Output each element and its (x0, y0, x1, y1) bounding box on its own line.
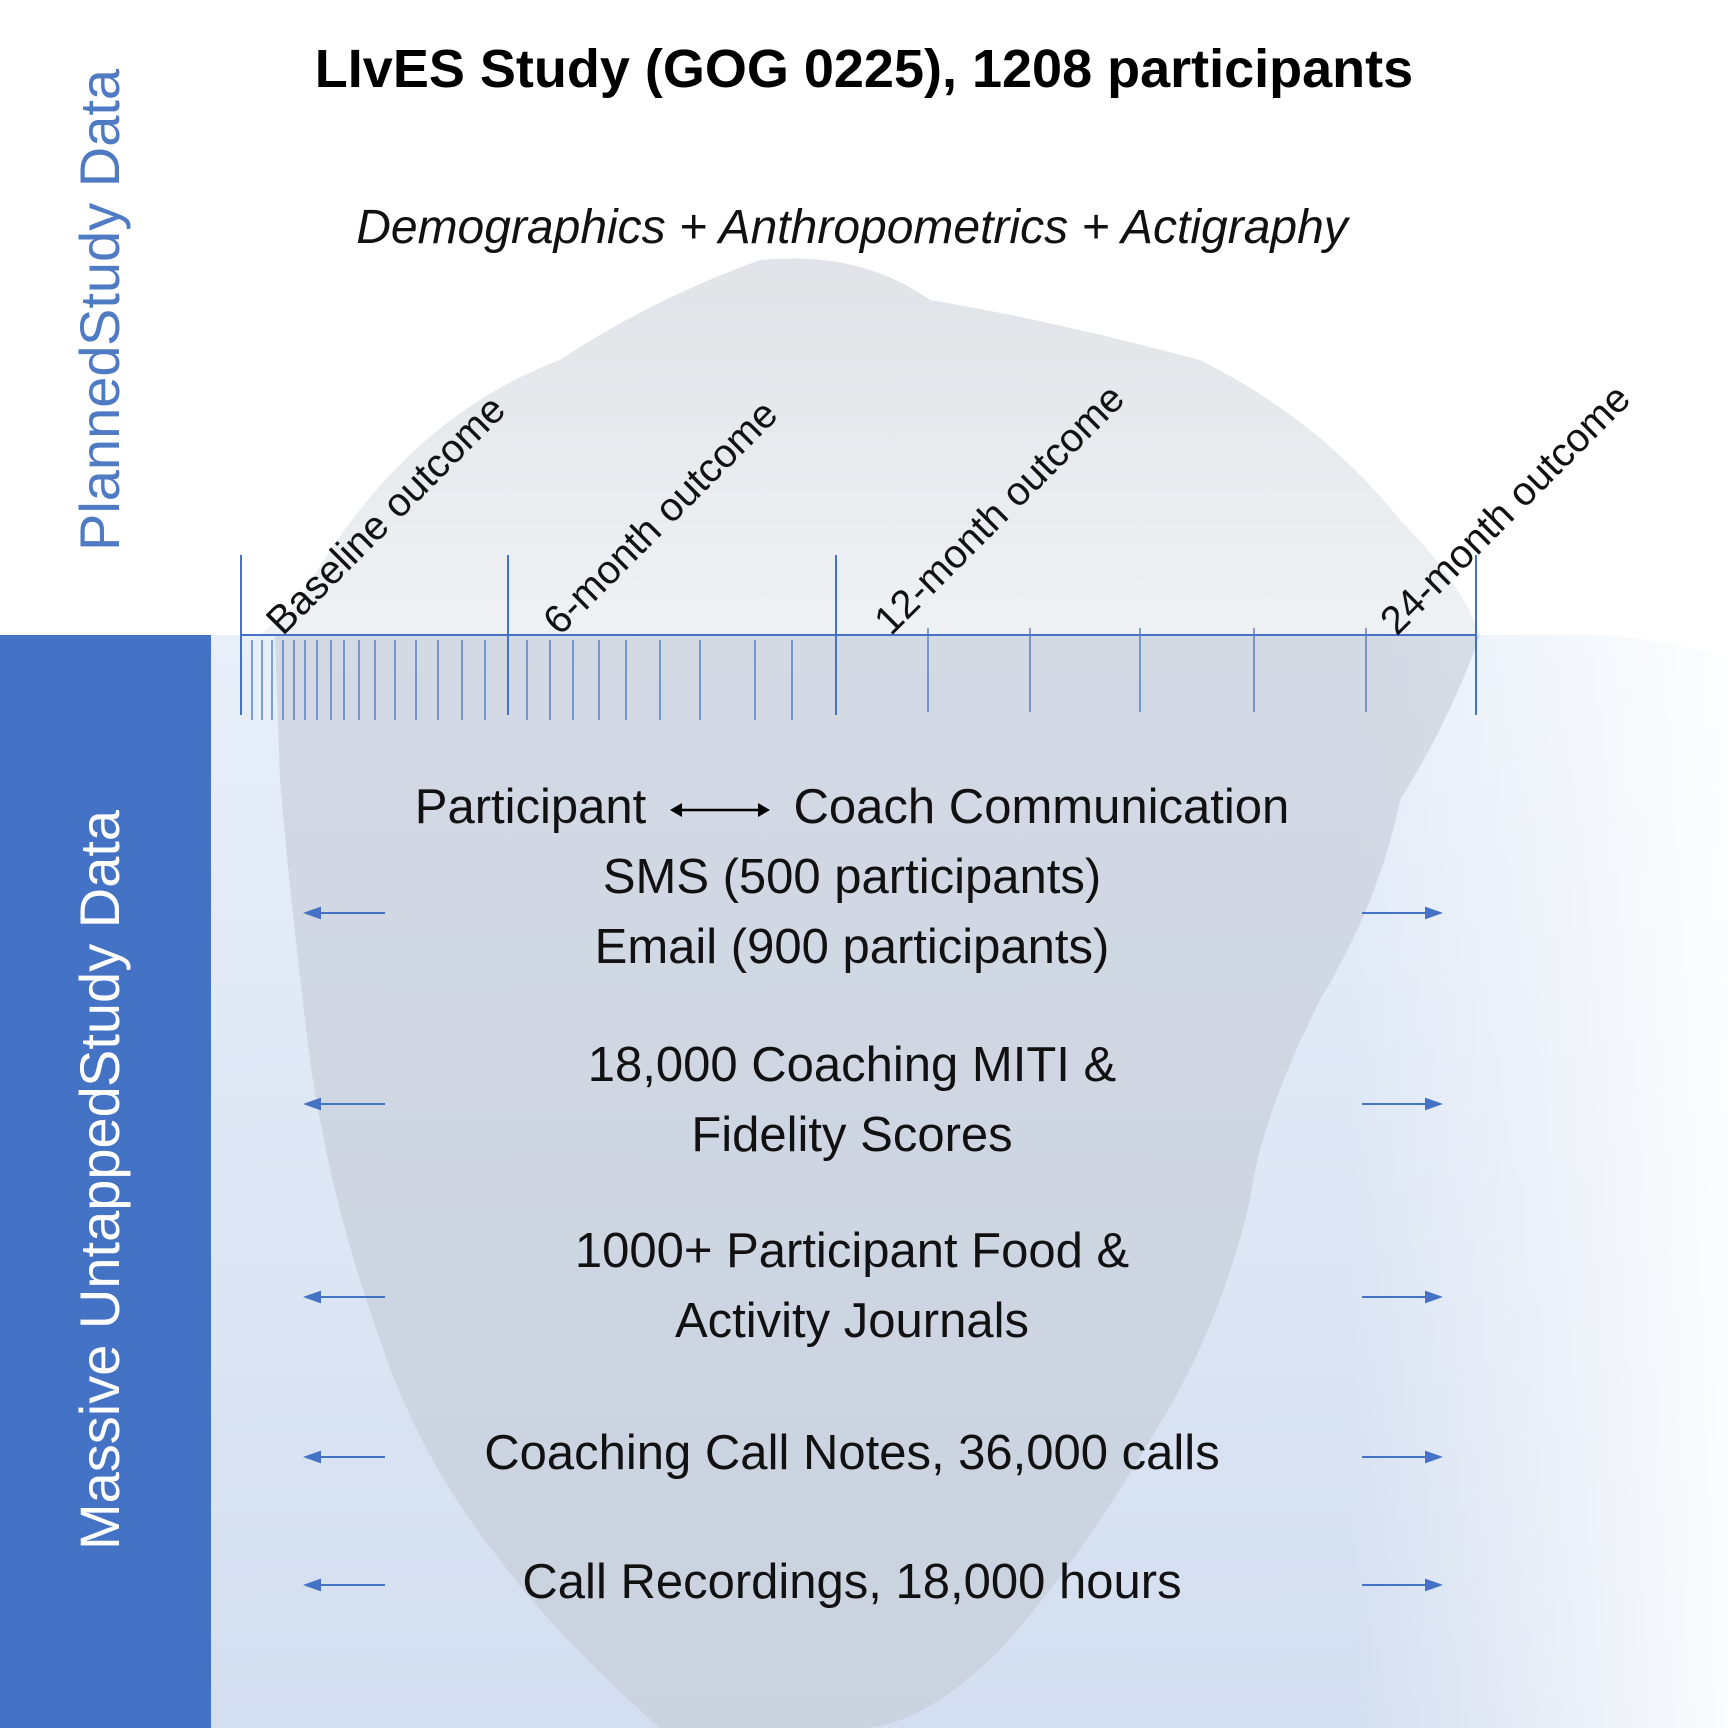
miti-line-2: Fidelity Scores (691, 1108, 1013, 1162)
journals-line-1: 1000+ Participant Food & (574, 1224, 1130, 1278)
planned-data-summary: Demographics + Anthropometrics + Actigra… (356, 201, 1348, 254)
right-arrowhead-icon (1425, 1450, 1443, 1464)
right-arrowhead-icon (1425, 906, 1443, 920)
right-arrowhead-icon (1425, 1097, 1443, 1111)
right-arrowhead-icon (1425, 1578, 1443, 1592)
left-arrowhead-icon (303, 906, 321, 920)
left-arrowhead-icon (303, 1578, 321, 1592)
miti-line-1: 18,000 Coaching MITI & (587, 1038, 1117, 1092)
sms-line: SMS (500 participants) (602, 850, 1102, 904)
planned-label-line-2: Study Data (68, 68, 131, 346)
planned-label-line-1: Planned (68, 345, 131, 552)
iceberg-tip (260, 258, 1480, 635)
untapped-study-data-label: Massive Untapped Study Data (10, 810, 190, 1551)
right-arrowhead-icon (1425, 1290, 1443, 1304)
untapped-data-bar (0, 635, 211, 1728)
timeline-milestones (240, 555, 1477, 715)
bidirectional-arrow-icon (669, 803, 770, 818)
communication-block: Participant Coach Communication SMS (500… (340, 772, 1364, 982)
email-line: Email (900 participants) (594, 920, 1110, 974)
journals-line-2: Activity Journals (674, 1294, 1029, 1348)
untapped-label-line-1: Massive Untapped (68, 1086, 131, 1551)
coach-communication-label: Coach Communication (793, 780, 1290, 834)
planned-study-data-label: Planned Study Data (10, 69, 190, 552)
recordings-block: Call Recordings, 18,000 hours (340, 1547, 1364, 1617)
left-arrowhead-icon (303, 1290, 321, 1304)
communication-heading: Participant Coach Communication (340, 772, 1364, 842)
call-notes-block: Coaching Call Notes, 36,000 calls (340, 1418, 1364, 1488)
call-notes-line: Coaching Call Notes, 36,000 calls (484, 1426, 1220, 1480)
timeline-ticks (251, 628, 1367, 720)
left-arrowhead-icon (303, 1450, 321, 1464)
participant-label: Participant (414, 780, 647, 834)
untapped-label-line-2: Study Data (68, 809, 131, 1087)
miti-block: 18,000 Coaching MITI & Fidelity Scores (340, 1030, 1364, 1170)
side-arrows (303, 906, 1443, 1592)
journals-block: 1000+ Participant Food & Activity Journa… (340, 1216, 1364, 1356)
left-arrowhead-icon (303, 1097, 321, 1111)
iceberg-underwater (275, 635, 1480, 1728)
page-title: LIvES Study (GOG 0225), 1208 participant… (314, 39, 1414, 99)
recordings-line: Call Recordings, 18,000 hours (522, 1555, 1182, 1609)
